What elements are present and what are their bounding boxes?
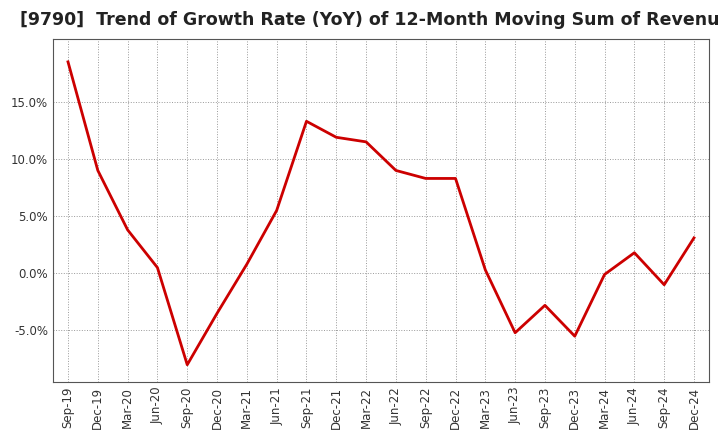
Title: [9790]  Trend of Growth Rate (YoY) of 12-Month Moving Sum of Revenues: [9790] Trend of Growth Rate (YoY) of 12-… [20,11,720,29]
